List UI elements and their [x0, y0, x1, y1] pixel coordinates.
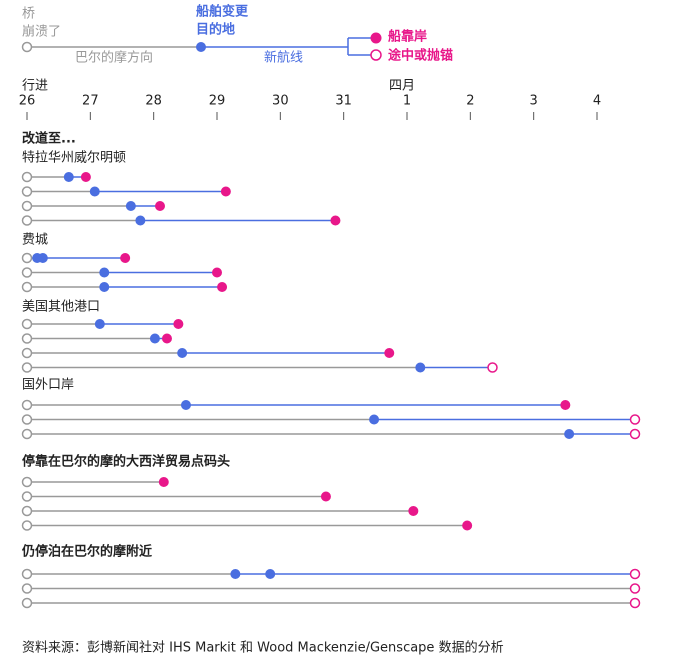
- docked-dot: [320, 491, 331, 502]
- start-dot: [21, 505, 33, 517]
- start-dot: [21, 568, 33, 580]
- start-dot: [21, 252, 33, 264]
- month-label: 四月: [389, 79, 415, 94]
- start-dot: [21, 215, 33, 226]
- reroute-dot: [63, 172, 74, 182]
- x-tick-label: 27: [82, 94, 99, 109]
- legend-docked: 船靠岸: [388, 29, 427, 45]
- x-title: 行进: [22, 79, 48, 94]
- group-label: 费城: [22, 233, 48, 248]
- legend-docked-dot: [370, 32, 382, 44]
- source: 资料来源：彭博新闻社对 IHS Markit 和 Wood Mackenzie/…: [22, 640, 504, 656]
- legend: 桥 崩溃了 巴尔的摩方向 船舶变更 目的地 新航线 船靠岸 途中或抛锚: [21, 4, 453, 66]
- group-label: 特拉华州威尔明顿: [22, 151, 126, 166]
- reroute-dot: [265, 569, 276, 579]
- legend-reroute-dot: [196, 42, 206, 52]
- x-tick-label: 31: [335, 94, 352, 109]
- reroute-dot: [230, 569, 241, 579]
- reroute-dot: [99, 282, 110, 292]
- docked-dot: [120, 253, 131, 263]
- reroute-dot: [177, 348, 188, 358]
- docked-dot: [155, 201, 165, 211]
- start-dot: [21, 428, 33, 440]
- group-label: 美国其他港口: [22, 300, 100, 315]
- reroute-dot: [564, 429, 575, 439]
- x-tick-label: 30: [272, 94, 289, 109]
- x-tick-label: 28: [145, 94, 162, 109]
- legend-enroute-dot: [370, 49, 382, 61]
- docked-dot: [220, 186, 231, 197]
- docked-dot: [462, 520, 473, 531]
- docked-dot: [408, 506, 419, 516]
- group-label: 仍停泊在巴尔的摩附近: [21, 544, 152, 560]
- start-dot: [21, 347, 33, 359]
- docked-dot: [161, 333, 172, 344]
- docked-dot: [80, 172, 91, 182]
- start-dot: [21, 267, 33, 278]
- start-dot: [21, 362, 33, 373]
- legend-line-label: 新航线: [264, 50, 303, 66]
- x-tick-label: 3: [530, 94, 538, 109]
- docked-dot: [560, 400, 571, 410]
- group-label: 停靠在巴尔的摩的大西洋贸易点码头: [22, 454, 230, 470]
- reroute-dot: [135, 215, 146, 226]
- start-dot: [21, 476, 33, 488]
- docked-dot: [158, 477, 169, 487]
- enroute-dot: [629, 597, 641, 609]
- docked-dot: [173, 319, 184, 329]
- reroute-dot: [415, 362, 426, 373]
- docked-dot: [384, 348, 395, 358]
- enroute-dot: [629, 583, 641, 594]
- docked-dot: [212, 267, 222, 278]
- heading: 改道至...: [22, 131, 76, 147]
- docked-dot: [217, 282, 228, 292]
- reroute-dot: [125, 201, 136, 211]
- group-label: 国外口岸: [22, 378, 74, 393]
- reroute-dot: [89, 186, 100, 197]
- x-tick-label: 4: [593, 94, 601, 109]
- start-dot: [21, 186, 33, 197]
- start-dot: [21, 399, 33, 411]
- x-tick-label: 2: [466, 94, 474, 109]
- legend-start: 崩溃了: [22, 25, 61, 40]
- legend-start-dot: [21, 41, 33, 53]
- legend-reroute: 目的地: [196, 22, 235, 38]
- legend-reroute: 船舶变更: [196, 4, 249, 20]
- start-dot: [21, 200, 33, 212]
- start-dot: [21, 414, 33, 425]
- reroute-dot: [37, 253, 48, 263]
- legend-line: [201, 37, 372, 56]
- start-dot: [21, 597, 33, 609]
- start-dot: [21, 318, 33, 330]
- start-dot: [21, 333, 33, 344]
- start-dot: [21, 281, 33, 293]
- reroute-dot: [99, 267, 110, 278]
- enroute-dot: [629, 568, 641, 580]
- start-dot: [21, 491, 33, 502]
- docked-dot: [330, 215, 341, 226]
- enroute-dot: [629, 428, 641, 440]
- start-dot: [21, 171, 33, 183]
- reroute-dot: [369, 414, 380, 425]
- x-tick-label: 1: [403, 94, 411, 109]
- start-dot: [21, 583, 33, 594]
- legend-line-label: 巴尔的摩方向: [75, 50, 153, 66]
- enroute-dot: [629, 414, 641, 425]
- legend-enroute: 途中或抛锚: [388, 48, 453, 64]
- reroute-dot: [149, 333, 160, 344]
- reroute-dot: [180, 400, 191, 410]
- x-tick-label: 26: [19, 94, 36, 109]
- enroute-dot: [487, 362, 498, 373]
- legend-start: 桥: [22, 7, 35, 22]
- start-dot: [21, 520, 33, 531]
- x-tick-label: 29: [209, 94, 226, 109]
- reroute-dot: [94, 319, 105, 329]
